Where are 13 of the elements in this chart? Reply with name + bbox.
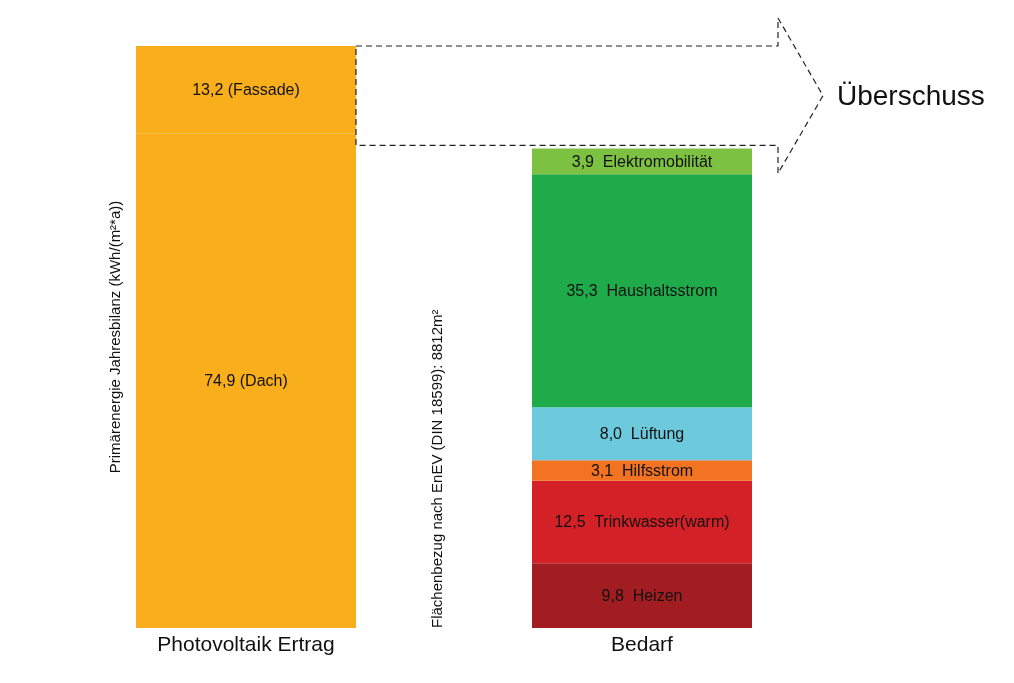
data-label: 3,1 Hilfsstrom <box>590 461 694 479</box>
data-label: 12,5 Trinkwasser(warm) <box>554 513 730 531</box>
x-tick-label: Bedarf <box>611 631 674 655</box>
y-axis-title: Primärenergie Jahresbilanz (kWh/(m²*a)) <box>106 200 123 474</box>
data-label: 3,9 Elektromobilität <box>571 152 713 170</box>
data-label: 13,2 (Fassade) <box>192 81 300 99</box>
data-label: 8,0 Lüftung <box>599 425 685 443</box>
x-tick-label: Photovoltaik Ertrag <box>157 631 335 655</box>
annotation: Flächenbezug nach EnEV (DIN 18599): 8812m² <box>428 309 445 628</box>
data-label: 74,9 (Dach) <box>204 372 288 390</box>
data-label: 9,8 Heizen <box>601 587 683 605</box>
annotation: Überschuss <box>837 80 985 112</box>
data-label: 35,3 Haushaltsstrom <box>566 282 718 300</box>
